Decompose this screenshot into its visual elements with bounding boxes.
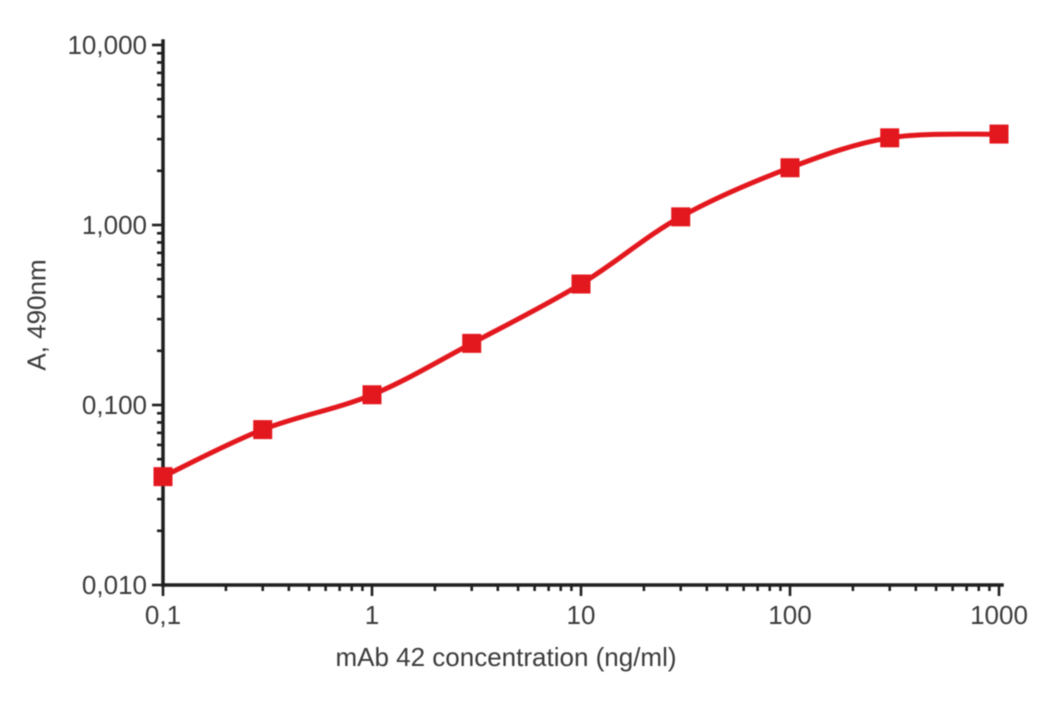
- y-tick-label: 0,100: [82, 390, 147, 420]
- data-point-marker: [362, 385, 382, 405]
- data-point-marker: [780, 158, 800, 178]
- x-axis-title: mAb 42 concentration (ng/ml): [335, 642, 677, 672]
- data-point-marker: [989, 124, 1009, 144]
- series-line: [160, 131, 1002, 480]
- data-point-marker: [880, 128, 900, 148]
- y-tick-label: 0,010: [82, 570, 147, 600]
- x-tick-label: 1: [365, 600, 379, 630]
- y-tick-label: 10,000: [67, 30, 147, 60]
- data-point-marker: [253, 420, 273, 440]
- data-point-marker: [571, 274, 591, 294]
- y-axis-title: A, 490nm: [21, 259, 52, 371]
- data-point-marker: [671, 207, 691, 227]
- x-tick-label: 0,1: [145, 600, 181, 630]
- x-tick-label: 100: [768, 600, 811, 630]
- data-point-marker: [462, 333, 482, 353]
- y-tick-label: 1,000: [82, 210, 147, 240]
- data-point-marker: [153, 467, 173, 487]
- x-tick-label: 10: [567, 600, 596, 630]
- x-tick-label: 1000: [970, 600, 1028, 630]
